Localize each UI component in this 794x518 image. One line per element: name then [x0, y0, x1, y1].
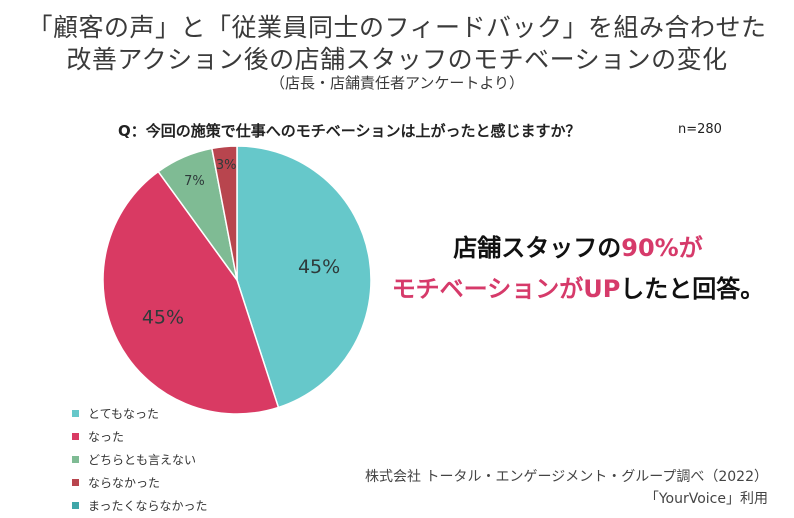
- legend-label: まったくならなかった: [88, 499, 208, 513]
- legend-item-4: ならなかった: [72, 471, 208, 494]
- chart-title-line1: 「顧客の声」と「従業員同士のフィードバック」を組み合わせた: [27, 13, 767, 42]
- callout-line2-highlight: モチベーションがUP: [391, 275, 621, 303]
- sample-size: n=280: [678, 122, 722, 137]
- callout-line1-prefix: 店舗スタッフの: [453, 234, 622, 262]
- pie-slice-label-3: 7%: [184, 174, 205, 189]
- source-line2: 「YourVoice」利用: [644, 491, 768, 507]
- legend-swatch: [72, 433, 79, 440]
- callout-text: 店舗スタッフの90%が モチベーションがUPしたと回答。: [378, 228, 778, 304]
- survey-question: Q：今回の施策で仕事へのモチベーションは上がったと感じますか？: [118, 122, 581, 140]
- pie-slice-4: [211, 145, 238, 281]
- pie-slice-label-2: 45%: [142, 307, 184, 329]
- legend-swatch: [72, 479, 79, 486]
- callout-line2-suffix: したと回答。: [620, 275, 765, 303]
- pie-slice-label-4: 3%: [216, 158, 237, 173]
- source-note: 株式会社 トータル・エンゲージメント・グループ調べ（2022） 「YourVoi…: [365, 466, 768, 510]
- pie-slice-1: [236, 145, 372, 409]
- legend-label: どちらとも言えない: [88, 453, 197, 467]
- legend-item-5: まったくならなかった: [72, 494, 208, 517]
- chart-title-line2: 改善アクション後の店舗スタッフのモチベーションの変化: [66, 45, 728, 74]
- legend-swatch: [72, 456, 79, 463]
- legend-item-1: とてもなった: [72, 402, 208, 425]
- legend-label: とてもなった: [88, 407, 160, 421]
- chart-legend: とてもなった なったどちらとも言えない ならなかったまったくならなかった: [72, 402, 208, 517]
- legend-swatch: [72, 502, 79, 509]
- pie-slice-label-1: 45%: [298, 256, 340, 278]
- legend-label: ならなかった: [88, 476, 161, 490]
- legend-item-3: どちらとも言えない: [72, 448, 208, 471]
- pie-slice-2: [102, 170, 280, 415]
- legend-label: なった: [88, 430, 125, 444]
- callout-line1-highlight: 90%が: [621, 234, 703, 262]
- legend-item-2: なった: [72, 425, 208, 448]
- legend-swatch: [72, 410, 79, 417]
- chart-subtitle: （店長・店舗責任者アンケートより）: [269, 74, 525, 92]
- source-line1: 株式会社 トータル・エンゲージメント・グループ調べ（2022）: [365, 469, 768, 485]
